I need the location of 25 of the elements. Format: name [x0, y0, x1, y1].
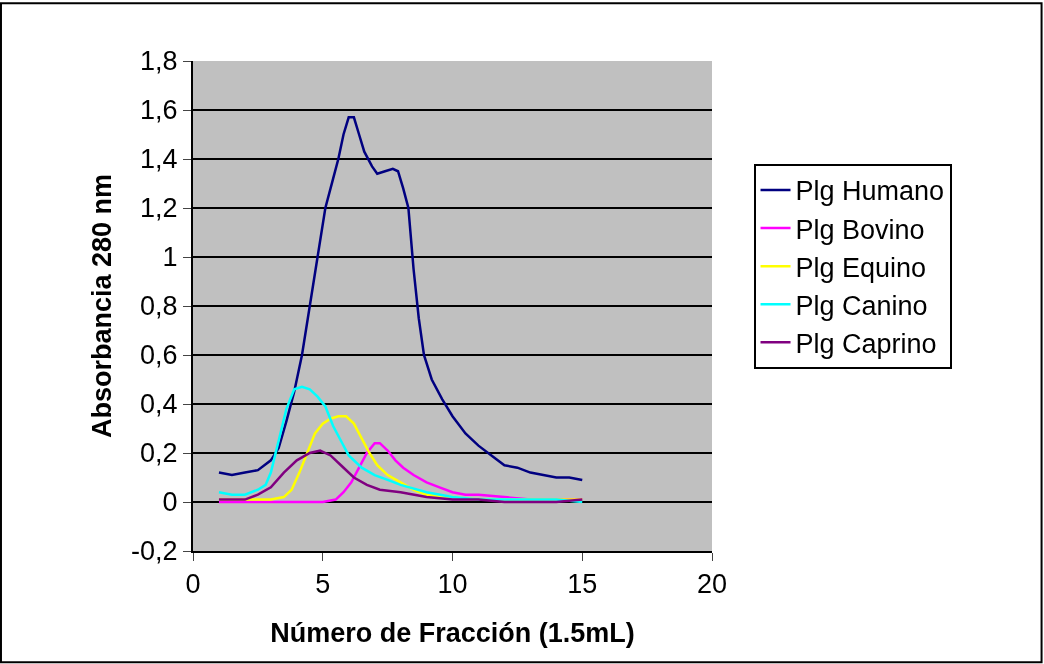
legend-label: Plg Humano — [795, 176, 945, 207]
x-tick-label: 5 — [315, 569, 331, 600]
y-tick-label: 1,4 — [140, 144, 178, 175]
x-axis-title: Número de Fracción (1.5mL) — [270, 618, 635, 649]
y-tick-label: 1 — [162, 242, 178, 273]
x-tick-label: 20 — [696, 569, 728, 600]
y-tick-label: 0,6 — [140, 340, 178, 371]
y-tick-label: 0,8 — [140, 291, 178, 322]
x-tick-label: 0 — [185, 569, 201, 600]
legend-label: Plg Equino — [795, 252, 927, 283]
y-tick-label: 0 — [162, 487, 178, 518]
y-tick-label: 0,4 — [140, 389, 178, 420]
line-series — [217, 116, 584, 482]
y-tick-label: 1,2 — [140, 193, 178, 224]
x-tick-label: 15 — [567, 569, 598, 600]
y-tick-label: 1,8 — [140, 46, 178, 77]
y-axis-title: Absorbancia 280 nm — [86, 173, 117, 439]
y-tick-label: -0,2 — [131, 536, 178, 567]
y-tick-label: 1,6 — [140, 95, 178, 126]
line-series — [217, 385, 584, 504]
y-tick-label: 0,2 — [140, 438, 178, 469]
x-tick-label: 10 — [437, 569, 468, 600]
legend-label: Plg Bovino — [795, 214, 925, 245]
legend-label: Plg Canino — [795, 290, 928, 321]
legend-label: Plg Caprino — [795, 328, 937, 359]
